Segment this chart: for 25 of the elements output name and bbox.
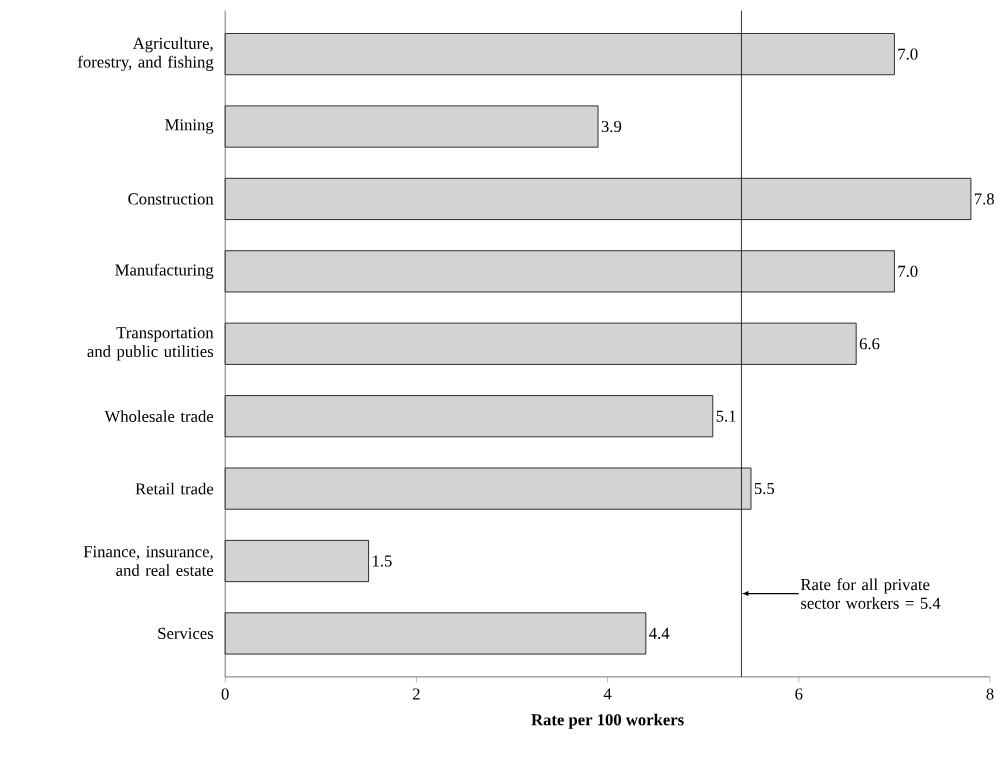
data-label: 1.5 [372,555,392,567]
data-label: 7.8 [974,193,995,205]
y-tick-label: Transportation and public utilities [87,327,214,361]
data-label: 5.1 [716,410,736,422]
data-label: 4.4 [649,627,670,639]
y-tick-label: Wholesale trade [104,410,214,423]
data-label: 3.9 [601,120,622,133]
x-tick-label: 8 [986,688,994,700]
data-label: 7.0 [898,48,918,60]
y-tick-label: Construction [128,193,214,205]
ref-line-label: Rate for all private sector workers = 5.4 [800,578,941,609]
y-tick-label: Mining [165,119,214,134]
x-axis-title: Rate per 100 workers [531,713,684,729]
x-tick-label: 2 [412,688,420,700]
y-tick-label: Manufacturing [115,263,214,279]
y-tick-label: Retail trade [135,482,214,495]
x-tick-label: 6 [795,688,803,700]
x-tick-label: 4 [603,688,612,700]
y-tick-label: Finance, insurance, and real estate [83,546,214,576]
data-label: 5.5 [754,482,775,495]
y-tick-label: Agriculture, forestry, and fishing [77,37,214,71]
y-tick-label: Services [158,627,214,639]
data-label: 7.0 [898,265,918,277]
data-label: 6.6 [859,338,880,350]
x-tick-label: 0 [221,688,229,700]
